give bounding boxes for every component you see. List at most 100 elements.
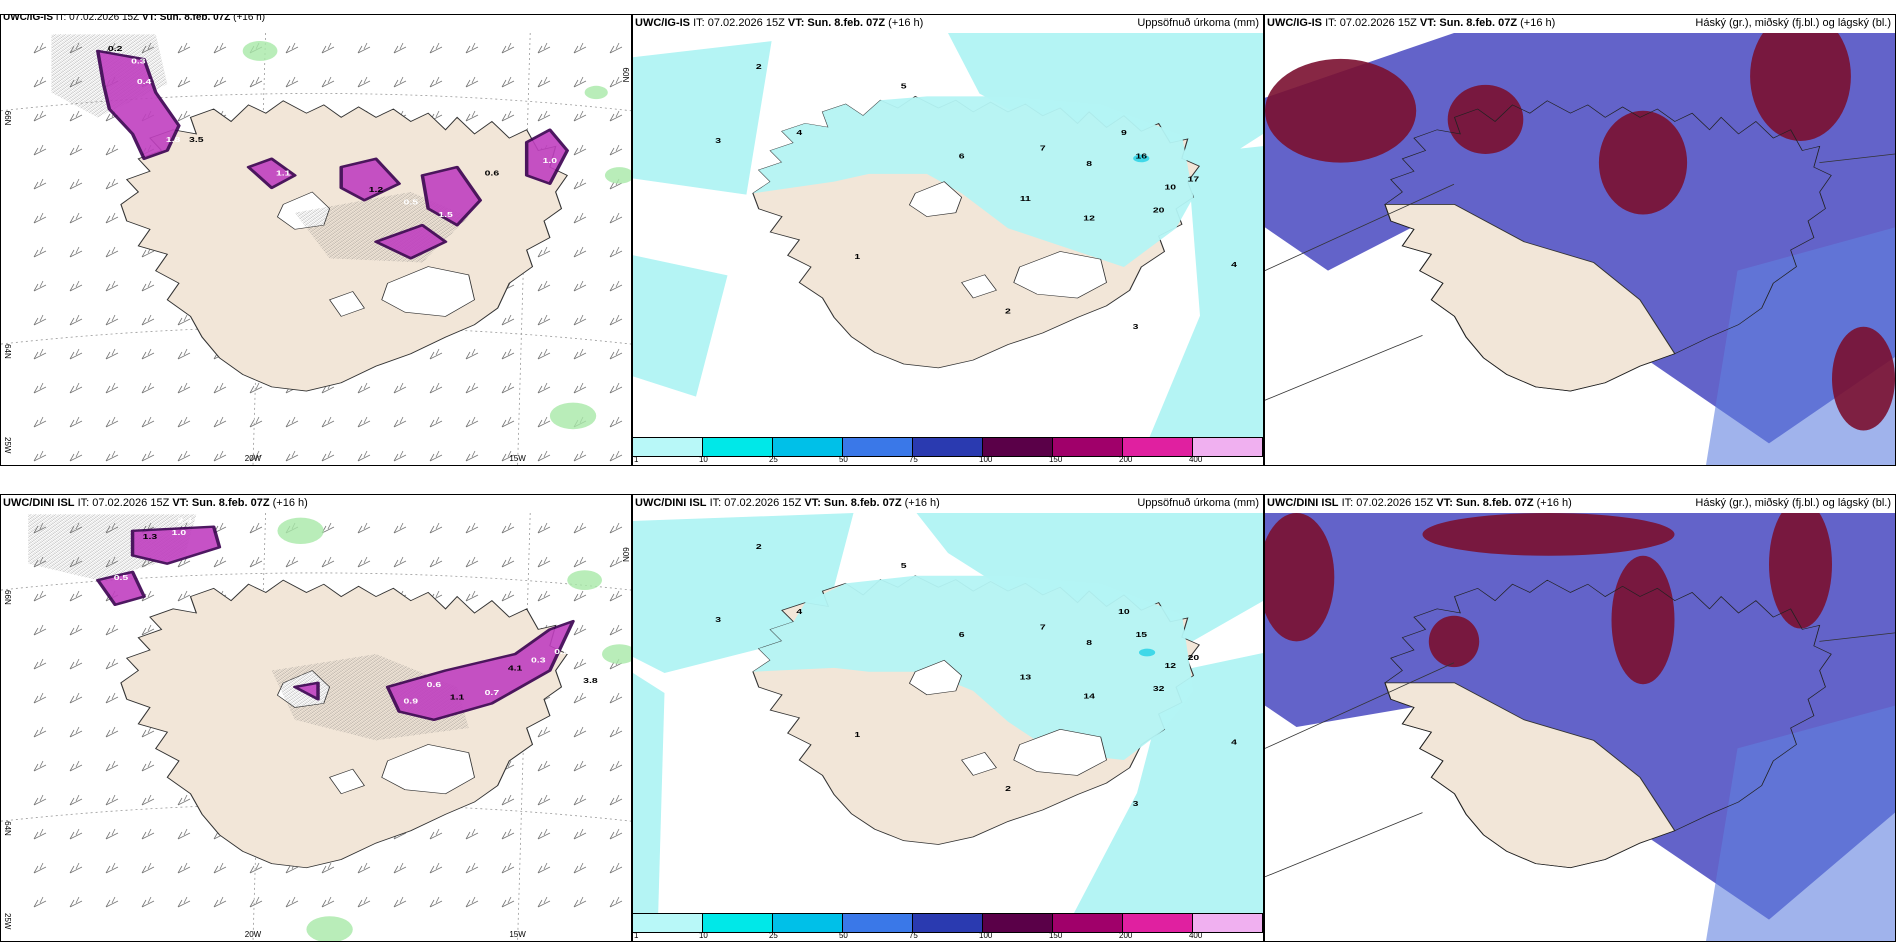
wind-barb	[609, 862, 623, 874]
wind-barb	[321, 556, 335, 568]
valid-time: VT: Sun. 8.feb. 07Z	[804, 497, 902, 509]
wind-barb	[465, 896, 479, 908]
accum-value-label: 14	[1083, 692, 1095, 700]
wind-barb	[141, 896, 155, 908]
lead-time: (+16 h)	[233, 14, 266, 23]
wind-barb	[285, 896, 299, 908]
wind-barb	[321, 76, 335, 88]
lon-label: 20W	[245, 930, 262, 939]
wind-barb	[393, 522, 407, 534]
model-label: UWC/DINI ISL	[635, 497, 707, 509]
precip-value-label: 3.8	[583, 676, 597, 684]
valid-time: VT: Sun. 8.feb. 07Z	[172, 497, 270, 509]
wind-barb	[141, 348, 155, 360]
model-label: UWC/IG-IS	[635, 17, 690, 29]
wind-barb	[393, 416, 407, 428]
accum-value-label: 20	[1153, 206, 1165, 214]
precip-magenta-area	[420, 165, 483, 227]
accum-value-label: 4	[1231, 261, 1237, 269]
wind-barb	[33, 348, 47, 360]
wind-barb	[573, 178, 587, 190]
lat-line	[1, 93, 631, 112]
wind-barb	[429, 450, 443, 462]
colorbar-swatch	[1123, 438, 1193, 456]
wind-barb	[501, 314, 515, 326]
accum-value-label: 5	[901, 82, 907, 90]
iceland-coastline	[1384, 579, 1832, 869]
colorbar-swatch	[773, 438, 843, 456]
wind-barb	[429, 76, 443, 88]
wind-barb	[177, 314, 191, 326]
wind-barb	[537, 794, 551, 806]
colorbar-tick-label: 25	[768, 931, 778, 940]
lat-label: 60N	[621, 547, 630, 562]
boundary-line	[1819, 153, 1895, 163]
wind-barb	[249, 450, 263, 462]
wind-barb	[141, 726, 155, 738]
wind-barb	[141, 624, 155, 636]
wind-barb	[573, 522, 587, 534]
lon-line	[517, 513, 531, 941]
lead-time: (+16 h)	[1520, 17, 1556, 29]
precip-value-label: 1.1	[450, 693, 464, 701]
wind-barb	[609, 624, 623, 636]
accum-value-label: 7	[1040, 144, 1046, 152]
wind-barb	[465, 110, 479, 122]
clouds-svg	[1265, 33, 1895, 465]
precip-value-label: 0.3	[531, 656, 545, 664]
wind-barb	[537, 760, 551, 772]
colorbar-swatches	[633, 437, 1263, 457]
accum-value-label: 8	[1086, 639, 1092, 647]
precip-magenta-area	[293, 681, 320, 701]
wind-barb	[69, 450, 83, 462]
wind-barb	[33, 382, 47, 394]
wind-barb	[33, 896, 47, 908]
wind-barb	[105, 862, 119, 874]
wind-barb	[573, 828, 587, 840]
precip-value-label: 1.2	[369, 185, 384, 193]
lat-label: 60N	[621, 68, 630, 83]
accum-value-label: 9	[1121, 129, 1127, 137]
wind-barb	[537, 590, 551, 602]
panel-title: Uppsöfnuð úrkoma (mm)	[1137, 17, 1259, 29]
wind-barb	[465, 828, 479, 840]
wind-barb	[177, 896, 191, 908]
wind-barb	[249, 382, 263, 394]
wind-barb	[537, 522, 551, 534]
precip-green-area	[567, 570, 603, 590]
colorbar-swatch	[703, 438, 773, 456]
wind-barb	[69, 624, 83, 636]
wind-barb	[429, 556, 443, 568]
colorbar-swatch	[1053, 914, 1123, 932]
wind-barb	[501, 450, 515, 462]
wind-barb	[105, 794, 119, 806]
lon-line	[252, 513, 266, 941]
wind-barb	[69, 110, 83, 122]
colorbar-ticks: 1 10 25 50 75 100 150 200 400	[633, 455, 1263, 465]
wind-barb	[105, 896, 119, 908]
wind-barb	[609, 760, 623, 772]
wind-barb	[573, 726, 587, 738]
colorbar: 1 10 25 50 75 100 150 200 400	[633, 437, 1263, 465]
map-clouds	[1265, 513, 1895, 941]
accum-land-area	[752, 96, 1194, 267]
wind-barb	[357, 42, 371, 54]
wind-barb	[69, 348, 83, 360]
colorbar-tick-label: 75	[908, 931, 918, 940]
wind-barb	[141, 760, 155, 772]
wind-barb	[285, 556, 299, 568]
accum-value-label: 17	[1188, 175, 1200, 183]
init-time: IT: 07.02.2026 15Z	[1341, 497, 1434, 509]
precip-value-label: 4.1	[508, 664, 522, 672]
precip-green-area	[277, 517, 324, 544]
lat-label: 64N	[3, 344, 12, 359]
wind-barb	[609, 42, 623, 54]
panel-title: Háský (gr.), miðský (fj.bl.) og lágský (…	[1695, 17, 1891, 29]
colorbar-swatch	[843, 438, 913, 456]
wind-barb	[33, 76, 47, 88]
wind-barb	[537, 896, 551, 908]
accum-value-label: 6	[959, 152, 965, 160]
accum-value-label: 20	[1188, 654, 1200, 662]
wind-barb	[141, 828, 155, 840]
